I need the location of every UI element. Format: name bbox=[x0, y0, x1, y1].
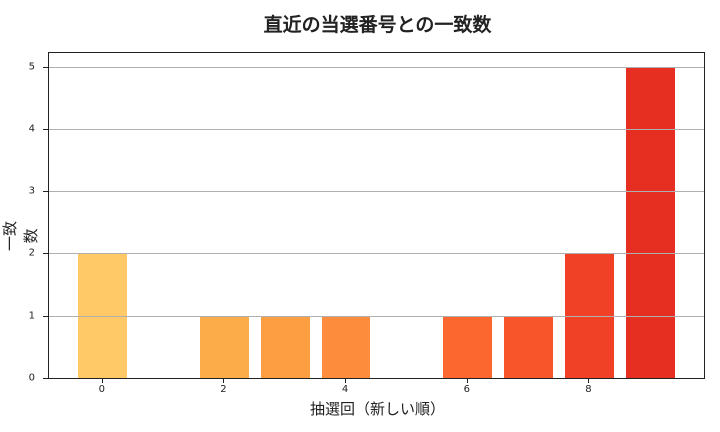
gridline bbox=[49, 128, 704, 130]
x-tick-mark bbox=[588, 379, 590, 383]
y-tick-mark bbox=[43, 66, 48, 68]
y-tick-mark bbox=[43, 253, 48, 255]
gridline bbox=[49, 315, 704, 317]
x-tick-mark bbox=[223, 379, 225, 383]
x-tick-mark bbox=[101, 379, 103, 383]
x-tick-label: 0 bbox=[98, 384, 105, 395]
plot-area bbox=[48, 52, 705, 379]
y-tick-label: 3 bbox=[28, 185, 35, 197]
y-tick-label: 0 bbox=[28, 372, 35, 384]
y-tick-mark bbox=[43, 315, 48, 317]
bar bbox=[443, 315, 493, 378]
gridline bbox=[49, 253, 704, 255]
x-tick-mark bbox=[466, 379, 468, 383]
gridline bbox=[49, 191, 704, 193]
x-tick-mark bbox=[345, 379, 347, 383]
x-axis-label: 抽選回（新しい順） bbox=[309, 400, 445, 418]
y-tick-label: 5 bbox=[28, 61, 35, 73]
bar bbox=[625, 66, 675, 378]
y-tick-mark bbox=[43, 378, 48, 379]
bar bbox=[200, 315, 249, 378]
y-axis-label: 一致数 bbox=[1, 221, 40, 252]
gridline bbox=[49, 66, 704, 68]
x-tick-label: 2 bbox=[220, 384, 227, 395]
y-tick-label: 1 bbox=[28, 310, 35, 322]
bar bbox=[504, 315, 553, 378]
y-tick-mark bbox=[43, 191, 48, 193]
x-tick-label: 6 bbox=[463, 384, 470, 395]
x-tick-label: 4 bbox=[341, 384, 349, 395]
bar bbox=[260, 315, 310, 378]
y-tick-mark bbox=[43, 128, 48, 130]
y-tick-label: 4 bbox=[28, 123, 35, 135]
x-tick-label: 8 bbox=[585, 384, 592, 395]
y-tick-label: 2 bbox=[28, 247, 35, 259]
chart-title: 直近の当選番号との一致数 bbox=[263, 14, 492, 36]
bar bbox=[321, 315, 371, 378]
